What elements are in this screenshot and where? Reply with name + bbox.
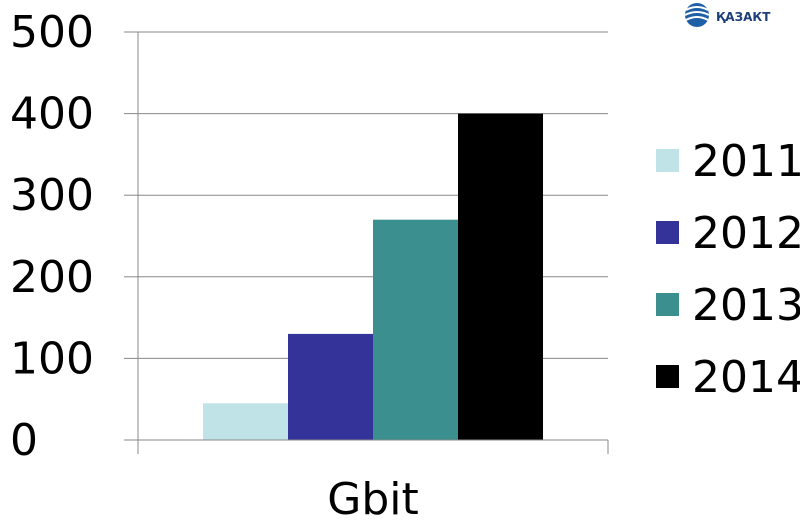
legend-swatch-2012 [656, 221, 679, 244]
y-tick-label: 400 [10, 89, 94, 140]
x-category-label: Gbit [327, 474, 419, 522]
bar-2013 [373, 219, 458, 440]
legend-swatch-2013 [656, 293, 679, 316]
legend: 2011 2012 2013 2014 [656, 136, 800, 403]
y-axis: 0 100 200 300 400 500 [10, 7, 139, 466]
company-logo: ҚАЗАКТ [684, 3, 771, 27]
y-tick-label: 200 [10, 252, 94, 303]
bars [203, 113, 543, 440]
legend-label-2013: 2013 [692, 280, 800, 331]
legend-label-2012: 2012 [692, 208, 800, 259]
bar-2012 [288, 333, 373, 440]
globe-logo-icon [684, 3, 710, 27]
x-axis: Gbit [137, 439, 609, 522]
bar-2014 [458, 113, 543, 440]
legend-label-2011: 2011 [692, 136, 800, 187]
legend-swatch-2011 [656, 149, 679, 172]
y-tick-label: 500 [10, 7, 94, 58]
y-tick-label: 300 [10, 170, 94, 221]
bar-2011 [203, 403, 288, 440]
y-tick-label: 0 [10, 415, 38, 466]
legend-label-2014: 2014 [692, 352, 800, 403]
y-tick-label: 100 [10, 333, 94, 384]
logo-text: ҚАЗАКТ [716, 10, 771, 24]
legend-swatch-2014 [656, 365, 679, 388]
